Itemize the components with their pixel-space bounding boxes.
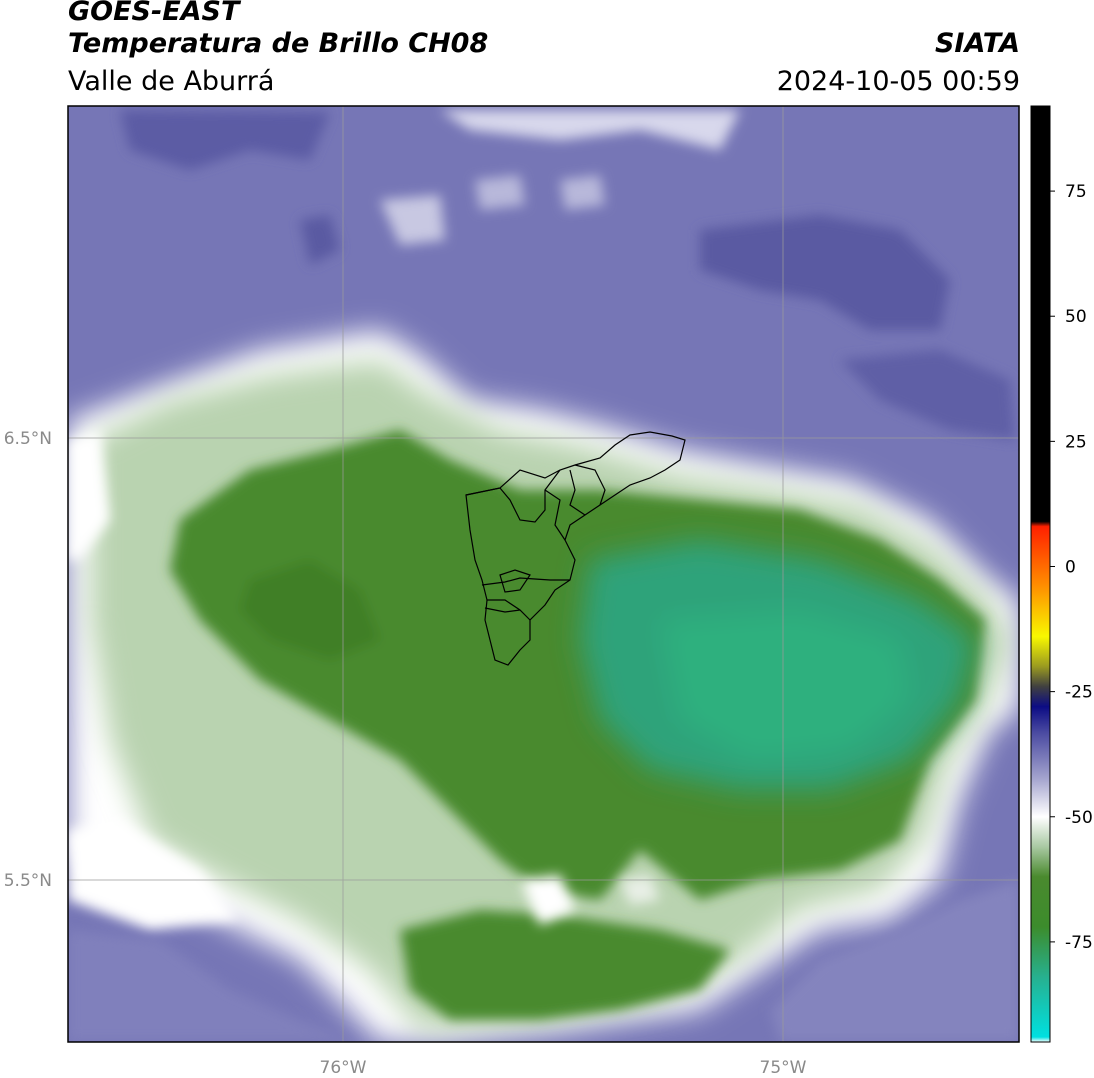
dry-air-patches xyxy=(120,110,1015,440)
colorbar-tick-label: 75 xyxy=(1065,182,1087,202)
map-frame xyxy=(67,105,1020,1043)
lat-label-5-5n: 5.5°N xyxy=(4,871,52,891)
colorbar-tick-label: -75 xyxy=(1065,933,1093,953)
lon-axis-labels: 76°W 75°W xyxy=(320,1058,807,1078)
lon-label-75w: 75°W xyxy=(760,1058,807,1078)
title-line-1: GOES-EAST xyxy=(68,0,240,27)
organization-label: SIATA xyxy=(934,28,1020,59)
colorbar: 75 50 25 0 -25 -50 -75 xyxy=(1030,105,1093,1043)
colorbar-tick-label: -25 xyxy=(1065,683,1093,703)
brightness-temperature-field xyxy=(68,106,1019,1042)
colorbar-tick-label: 50 xyxy=(1065,307,1087,327)
colorbar-scale xyxy=(1031,106,1050,1042)
lat-label-6-5n: 6.5°N xyxy=(4,429,52,449)
colorbar-tick-label: 0 xyxy=(1065,557,1076,577)
title-line-2: Temperatura de Brillo CH08 xyxy=(68,28,489,59)
timestamp-label: 2024-10-05 00:59 xyxy=(776,66,1020,97)
colorbar-tick-label: 25 xyxy=(1065,432,1087,452)
cloud-gaps xyxy=(68,430,660,930)
lat-axis-labels: 6.5°N 5.5°N xyxy=(4,429,52,891)
municipality-boundaries xyxy=(465,431,686,666)
lower-clear-sky xyxy=(68,880,1019,1042)
clear-sky-light-patches xyxy=(380,110,740,245)
region-subtitle: Valle de Aburrá xyxy=(68,66,275,97)
colorbar-frame xyxy=(1030,105,1051,1043)
colorbar-ticks: 75 50 25 0 -25 -50 -75 xyxy=(1050,182,1093,953)
colorbar-tick-label: -50 xyxy=(1065,808,1093,828)
lon-label-76w: 76°W xyxy=(320,1058,367,1078)
map-gridlines xyxy=(68,106,1019,1042)
coldest-core xyxy=(580,540,975,790)
